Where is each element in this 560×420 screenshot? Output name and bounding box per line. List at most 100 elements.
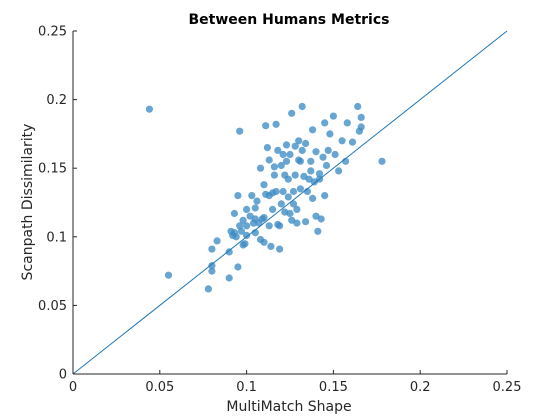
chart-title: Between Humans Metrics	[189, 12, 390, 28]
data-point-84	[302, 139, 310, 148]
data-point-0	[145, 105, 153, 113]
data-point-56	[277, 200, 285, 208]
data-point-36	[260, 238, 268, 246]
data-point-19	[239, 216, 247, 224]
data-point-54	[276, 245, 284, 253]
data-point-63	[282, 157, 291, 165]
data-point-74	[293, 205, 301, 213]
data-point-69	[288, 109, 296, 117]
data-point-105	[331, 150, 339, 159]
data-point-22	[243, 222, 251, 230]
data-point-87	[307, 167, 315, 175]
data-point-37	[260, 181, 268, 189]
data-point-98	[319, 153, 327, 161]
data-point-4	[208, 262, 216, 270]
data-point-50	[272, 120, 280, 128]
data-point-109	[343, 119, 351, 127]
data-point-75	[293, 219, 301, 227]
data-point-90	[309, 194, 317, 202]
data-point-64	[284, 175, 292, 183]
data-point-17	[236, 222, 244, 230]
data-point-51	[272, 187, 280, 196]
data-point-48	[270, 171, 278, 179]
x-tick-label-2: 0.1	[236, 380, 257, 395]
data-point-43	[265, 156, 273, 164]
data-point-55	[276, 222, 284, 230]
data-point-104	[329, 112, 337, 120]
data-point-26	[248, 192, 256, 200]
x-tick-label-3: 0.15	[319, 380, 348, 395]
data-point-5	[208, 245, 216, 253]
data-point-23	[243, 231, 251, 239]
data-point-34	[256, 164, 265, 172]
x-tick-label-0: 0	[69, 380, 77, 395]
data-point-107	[338, 137, 346, 145]
data-point-65	[284, 193, 292, 201]
data-point-14	[234, 263, 242, 271]
data-point-18	[237, 227, 245, 235]
data-point-52	[274, 146, 282, 154]
data-point-21	[241, 240, 249, 248]
data-point-103	[326, 130, 334, 138]
x-axis-label: MultiMatch Shape	[226, 399, 351, 415]
data-point-49	[270, 163, 278, 171]
y-tick-label-2: 0.1	[46, 230, 67, 245]
data-point-2	[204, 285, 212, 293]
data-point-79	[296, 157, 304, 165]
data-point-45	[267, 242, 275, 250]
data-point-100	[321, 192, 329, 200]
data-point-41	[263, 144, 271, 152]
y-tick-label-4: 0.2	[46, 93, 67, 108]
data-point-110	[348, 138, 357, 146]
data-point-40	[262, 122, 270, 130]
data-point-67	[286, 209, 294, 218]
data-point-78	[296, 185, 304, 193]
data-point-72	[291, 142, 299, 150]
data-point-46	[269, 205, 277, 213]
data-point-7	[225, 274, 233, 282]
data-point-77	[295, 137, 303, 145]
data-point-113	[357, 123, 365, 131]
data-point-3	[208, 267, 216, 275]
data-point-70	[289, 200, 298, 208]
data-point-73	[291, 171, 299, 179]
data-point-16	[236, 127, 244, 135]
plot-area: 0 0.05 0.1 0.15 0.2 0.25 0 0.05 0.1 0.15 0.2 0.25	[38, 25, 521, 396]
data-point-89	[309, 126, 317, 134]
y-axis-label: Scanpath Dissimilarity	[20, 124, 36, 281]
data-point-102	[324, 146, 332, 154]
data-point-11	[230, 209, 238, 218]
data-point-24	[243, 205, 251, 213]
x-tick-label-1: 0.05	[145, 380, 174, 395]
data-point-15	[234, 192, 242, 200]
data-point-96	[315, 170, 324, 178]
data-point-99	[321, 119, 329, 127]
data-point-101	[322, 161, 331, 170]
reference-line	[72, 30, 508, 375]
data-point-115	[378, 157, 386, 165]
data-point-42	[265, 222, 273, 230]
data-point-57	[277, 161, 285, 170]
data-point-38	[260, 214, 268, 222]
data-point-66	[286, 150, 294, 159]
data-point-97	[317, 215, 325, 223]
data-point-106	[335, 167, 343, 175]
data-point-1	[164, 271, 173, 279]
data-point-58	[279, 150, 287, 159]
data-point-114	[357, 113, 365, 121]
data-point-111	[354, 102, 362, 111]
data-point-92	[312, 148, 320, 156]
data-point-88	[307, 157, 315, 165]
x-tick-label-5: 0.25	[493, 380, 522, 395]
y-tick-label-0: 0	[59, 368, 67, 383]
data-point-8	[225, 248, 233, 256]
y-tick-label-5: 0.25	[38, 25, 67, 40]
x-tick-label-4: 0.2	[410, 380, 431, 395]
data-point-28	[251, 204, 259, 212]
data-point-83	[302, 218, 310, 226]
data-point-62	[282, 141, 291, 149]
data-point-94	[314, 227, 322, 235]
data-point-81	[298, 102, 306, 111]
data-point-6	[213, 237, 221, 245]
